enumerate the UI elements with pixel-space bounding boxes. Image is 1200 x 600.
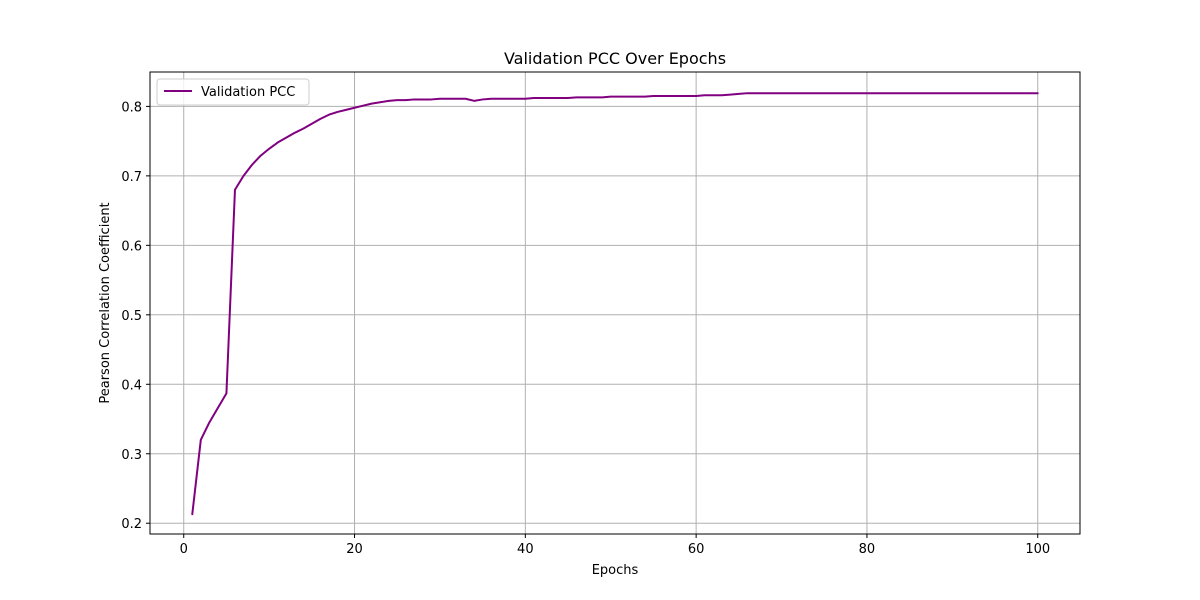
legend: Validation PCC	[156, 78, 310, 106]
y-tick-label: 0.7	[121, 170, 142, 185]
y-tick-label: 0.5	[121, 309, 142, 324]
axis-ticks: 0 20 40 60 80 100 0.2 0.3 0.4 0.5 0.6 0.7 0.8	[121, 100, 1050, 557]
x-tick-label: 100	[1025, 542, 1050, 557]
y-axis-label: Pearson Correlation Coefficient	[98, 202, 113, 403]
y-tick-label: 0.4	[121, 378, 142, 393]
series-line	[191, 92, 1039, 516]
y-tick-label: 0.8	[121, 100, 142, 115]
x-tick-label: 80	[859, 542, 876, 557]
y-tick-label: 0.3	[121, 448, 142, 463]
x-tick-label: 0	[180, 542, 188, 557]
chart-title: Validation PCC Over Epochs	[504, 49, 726, 68]
legend-label: Validation PCC	[201, 85, 295, 100]
grid-lines	[150, 72, 1080, 534]
x-tick-label: 60	[688, 542, 705, 557]
legend-box	[156, 78, 310, 106]
y-tick-label: 0.2	[121, 517, 142, 532]
plot-frame	[149, 71, 1081, 535]
series-layer	[191, 92, 1039, 516]
x-tick-label: 40	[517, 542, 534, 557]
x-tick-label: 20	[346, 542, 363, 557]
y-tick-label: 0.6	[121, 239, 142, 254]
x-axis-label: Epochs	[592, 563, 639, 578]
